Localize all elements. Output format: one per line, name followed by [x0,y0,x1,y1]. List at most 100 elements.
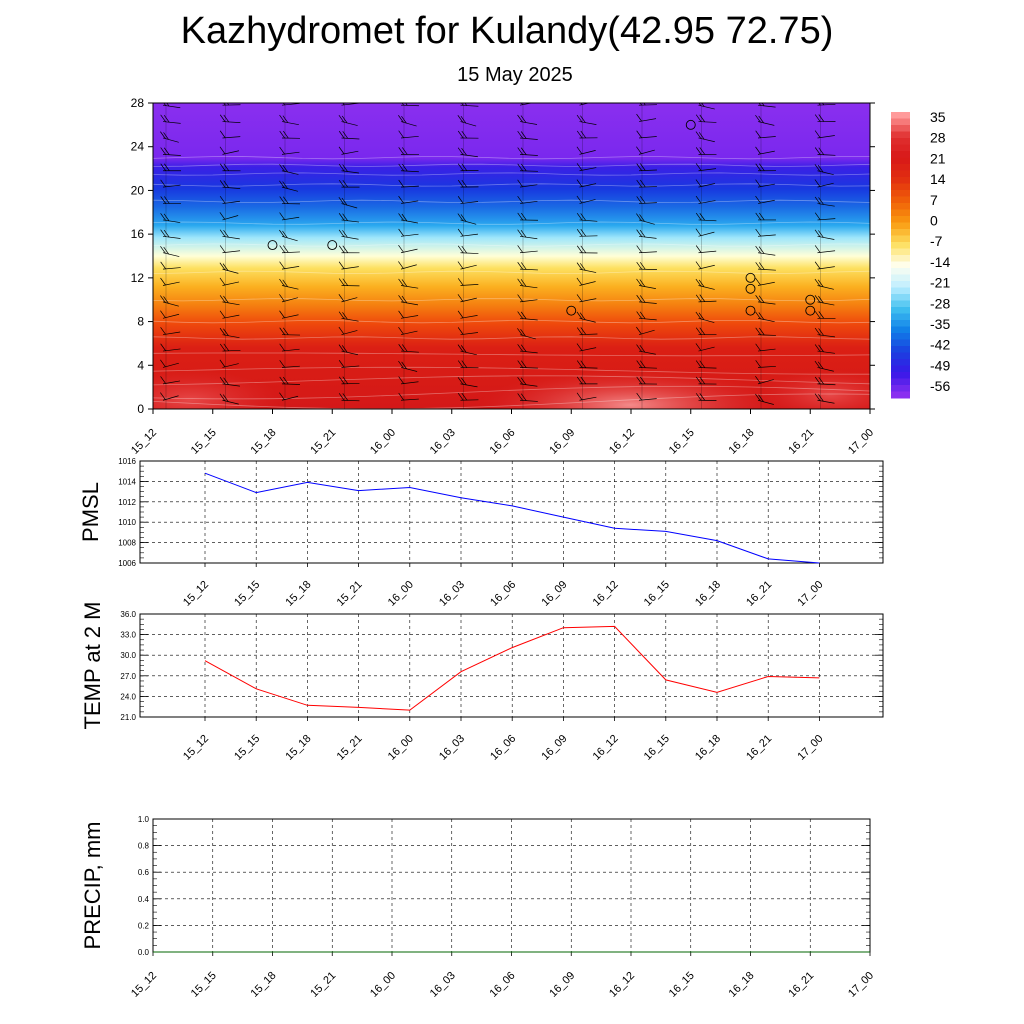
wind-barb-flag [401,115,407,124]
wind-barb-flag [761,103,765,107]
x-tick-label: 16_21 [744,733,774,763]
wind-barb-flag [695,360,702,368]
wind-barb [638,136,657,139]
wind-barb-flag [223,180,230,188]
wind-barb-flag [636,146,642,154]
wind-barb [162,184,181,188]
wind-barb-flag [580,263,586,271]
wind-barb-flag [460,115,467,124]
contour-line [153,172,870,176]
wind-barb-flag [576,392,583,400]
wind-barb-flag [695,179,702,187]
wind-barb-flag [517,262,523,270]
wind-barb-flag [222,263,229,271]
colorbar-swatch [891,365,910,373]
wind-barb [817,250,836,254]
wind-barb [162,154,181,156]
wind-barb-flag [460,345,467,353]
wind-barb [281,314,299,319]
wind-barb [400,219,418,224]
wind-barb-flag [755,360,761,368]
y-tick-label: 8 [137,315,144,329]
wind-barb [400,200,419,204]
calm-wind-circle [745,283,756,294]
y-tick-label: 0.2 [138,921,150,930]
wind-barb [341,203,358,209]
colorbar-swatch [891,274,910,282]
wind-barb [638,329,655,336]
colorbar-label: 14 [930,171,946,187]
wind-barb [162,301,179,307]
contour-line [153,385,870,400]
wind-barb-flag [755,262,761,270]
wind-barb [460,201,479,204]
wind-barb-flag [639,229,646,238]
wind-barb-flag [460,214,467,222]
wind-barb-flag [639,196,646,204]
wind-barb-flag [457,327,464,335]
wind-barb-flag [814,376,821,385]
calm-wind-circle [805,305,816,316]
wind-barb-flag [282,164,289,173]
wind-barb [400,185,419,188]
wind-barb-flag [576,245,583,253]
wind-barb-flag [342,213,348,221]
x-tick-label: 16_09 [547,970,577,1000]
wind-barb-flag [517,179,523,187]
y-tick-label: 0 [137,402,144,416]
wind-barb [579,333,598,336]
wind-barb-flag [520,103,523,105]
wind-barb [698,219,717,222]
wind-barb-flag [342,230,348,238]
wind-barb-flag [576,262,583,270]
wind-barb-flag [695,147,702,155]
wind-barb [519,235,538,240]
contour-line [153,221,870,225]
wind-barb [698,200,716,204]
wind-barb [817,301,835,306]
wind-barb-flag [342,131,349,139]
wind-barb-flag [338,245,345,253]
wind-barb-flag [160,163,166,171]
wind-barb-flag [639,279,646,287]
wind-barb [698,317,715,323]
x-tick-label: 16_21 [786,970,816,1000]
y-tick-label: 1010 [118,518,136,527]
wind-barb [460,284,479,286]
wind-barb-flag [457,130,464,139]
colorbar-swatch [891,229,910,236]
wind-barb [757,399,774,405]
wind-barb [222,334,240,339]
colorbar-label: -28 [930,295,950,311]
wind-barb-flag [160,295,166,303]
colorbar-swatch [891,261,910,269]
wind-barb-flag [758,246,765,254]
calm-wind-circle [566,305,577,316]
wind-barb-flag [164,196,170,204]
wind-barb-flag [338,146,345,155]
wind-barb [460,315,478,319]
wind-barb [162,252,180,257]
wind-barb-flag [160,310,166,318]
wind-barb-flag [755,393,761,402]
wind-barb-flag [163,229,170,238]
wind-barb-flag [219,327,226,336]
wind-barb [341,317,359,322]
wind-barb-flag [160,213,166,221]
wind-barb-flag [457,245,464,254]
wind-barb [817,182,834,188]
wind-barb-flag [520,360,527,368]
wind-barb [757,104,776,108]
x-tick-label: 15_15 [189,427,219,457]
wind-barb-flag [342,245,349,253]
wind-barb-flag [457,294,464,302]
wind-barb-flag [457,310,464,319]
wind-barb [817,383,836,386]
wind-barb-flag [223,114,230,123]
wind-barb-flag [755,179,761,187]
wind-barb-flag [398,195,404,204]
colorbar-swatch [891,138,910,145]
wind-barb [281,395,299,401]
wind-barb-flag [338,326,345,335]
series-line [204,625,820,711]
